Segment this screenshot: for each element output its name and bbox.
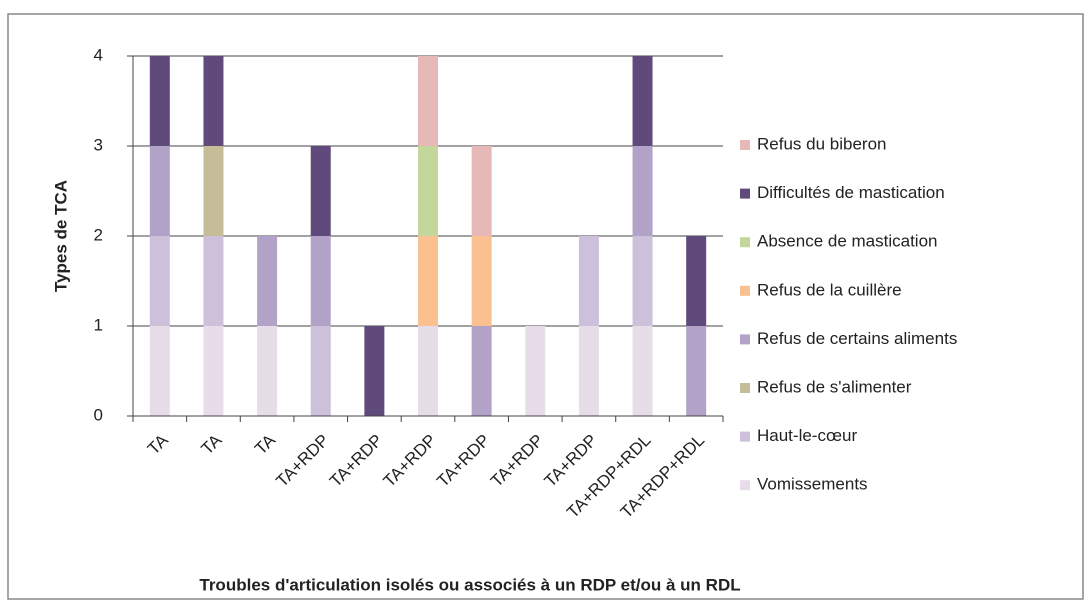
bar-segment [632, 56, 653, 146]
bar-segment [149, 326, 170, 416]
legend-label: Refus de s'alimenter [757, 377, 912, 396]
bar-segment [471, 146, 492, 236]
bar-segment [578, 236, 599, 326]
legend-label: Refus du biberon [757, 134, 886, 153]
legend-swatch [740, 140, 750, 150]
legend-swatch [740, 431, 750, 442]
y-axis-title: Types de TCA [51, 180, 70, 292]
bar-segment [364, 326, 385, 416]
legend-label: Refus de certains aliments [757, 329, 957, 348]
bar-segment [203, 326, 224, 416]
legend-label: Absence de mastication [757, 232, 938, 251]
x-axis-title: Troubles d'articulation isolés ou associ… [199, 575, 740, 594]
legend-label: Refus de la cuillère [757, 280, 902, 299]
bar-segment [686, 326, 707, 416]
bar-segment [578, 326, 599, 416]
chart-border [7, 13, 1084, 600]
y-tick-label: 3 [94, 135, 103, 154]
legend-label: Difficultés de mastication [757, 183, 945, 202]
legend-swatch [740, 334, 750, 345]
bar-segment [149, 146, 170, 236]
y-tick-label: 4 [94, 45, 103, 64]
bar-segment [149, 236, 170, 326]
bar-segment [632, 146, 653, 236]
legend-label: Vomissements [757, 475, 868, 494]
legend-swatch [740, 285, 750, 296]
y-tick-label: 2 [94, 225, 103, 244]
bar-segment [203, 56, 224, 146]
legend-swatch [740, 188, 750, 199]
bar-segment [310, 146, 331, 236]
bar-segment [418, 56, 438, 146]
bar-segment [149, 56, 170, 146]
legend-swatch [740, 480, 750, 491]
bar-segment [418, 146, 438, 236]
bar-segment [471, 236, 492, 326]
bar-segment [525, 326, 546, 416]
y-tick-label: 0 [94, 405, 103, 424]
legend-swatch [740, 237, 750, 248]
bar-segment [257, 236, 278, 326]
legend-swatch [740, 383, 750, 393]
bar-segment [471, 326, 492, 416]
bar-segment [686, 236, 707, 326]
bar-segment [310, 326, 331, 416]
legend-label: Haut-le-cœur [757, 426, 857, 445]
bar-segment [418, 326, 438, 416]
bar-segment [418, 236, 438, 326]
bar-segment [203, 146, 224, 236]
bar-segment [310, 236, 331, 326]
bar-segment [257, 326, 278, 416]
y-tick-label: 1 [94, 315, 103, 334]
bar-segment [203, 236, 224, 326]
bar-segment [632, 236, 653, 326]
bar-segment [632, 326, 653, 416]
